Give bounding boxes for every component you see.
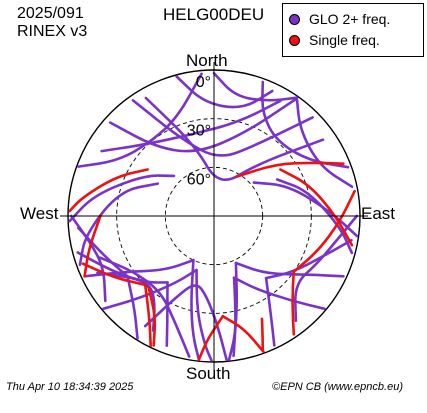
data-format: RINEX v3 (17, 23, 88, 40)
track-glo-30 (98, 256, 191, 358)
track-glo-23 (232, 276, 237, 358)
track-glo-10 (68, 174, 176, 223)
series-glo (68, 71, 359, 362)
east-label: East (361, 204, 396, 223)
satellite-tracks (68, 71, 359, 362)
track-glo-11 (83, 258, 195, 278)
track-glo-19 (69, 214, 107, 303)
track-glo-4 (175, 75, 274, 109)
generated-timestamp: Thu Apr 10 18:34:39 2025 (6, 381, 134, 393)
track-glo-12 (190, 258, 201, 361)
legend-label-glo: GLO 2+ freq. (309, 11, 391, 27)
track-single-8 (221, 314, 265, 353)
legend: GLO 2+ freq. Single freq. (282, 3, 424, 57)
legend-marker-single (289, 34, 300, 46)
track-single-10 (260, 317, 265, 352)
north-label: North (186, 51, 228, 70)
west-label: West (20, 204, 59, 223)
legend-label-single: Single freq. (309, 32, 380, 48)
track-single-9 (197, 314, 225, 361)
track-glo-25 (264, 276, 276, 347)
track-glo-1 (131, 99, 314, 157)
credit-text: ©EPN CB (www.epncb.eu) (272, 381, 403, 393)
track-single-0 (68, 168, 149, 213)
track-glo-3 (100, 99, 282, 153)
track-single-7 (291, 270, 296, 336)
ring-label-60: 60° (187, 171, 211, 188)
track-glo-8 (295, 96, 354, 188)
track-glo-18 (126, 275, 139, 340)
track-single-3 (143, 283, 152, 348)
track-single-1 (83, 214, 102, 278)
observation-date: 2025/091 (17, 5, 84, 22)
track-glo-24 (264, 238, 353, 280)
track-single-11 (235, 161, 345, 178)
track-glo-14 (195, 268, 213, 362)
track-glo-16 (165, 281, 169, 347)
track-glo-20 (234, 261, 345, 278)
legend-marker-glo (289, 13, 300, 25)
legend-item-glo: GLO 2+ freq. (289, 10, 390, 28)
track-single-4 (147, 287, 157, 347)
track-glo-6 (77, 72, 203, 168)
legend-item-single: Single freq. (289, 31, 380, 49)
track-glo-9 (78, 182, 160, 267)
track-single-2 (81, 262, 147, 287)
track-glo-26 (293, 214, 359, 323)
track-single-6 (292, 189, 356, 274)
station-name: HELG00DEU (163, 5, 265, 24)
track-glo-7 (261, 80, 350, 169)
track-glo-31 (143, 284, 228, 362)
track-single-5 (279, 168, 354, 247)
south-label: South (186, 364, 231, 383)
track-glo-22 (232, 276, 326, 311)
series-single (68, 161, 356, 361)
track-glo-5 (212, 71, 299, 102)
ring-label-0: 0° (196, 74, 211, 91)
ring-label-30: 30° (187, 123, 211, 140)
track-glo-0 (144, 96, 325, 181)
direction-axes (60, 62, 368, 370)
elevation-ring-labels: 0° 30° 60° (187, 74, 211, 188)
